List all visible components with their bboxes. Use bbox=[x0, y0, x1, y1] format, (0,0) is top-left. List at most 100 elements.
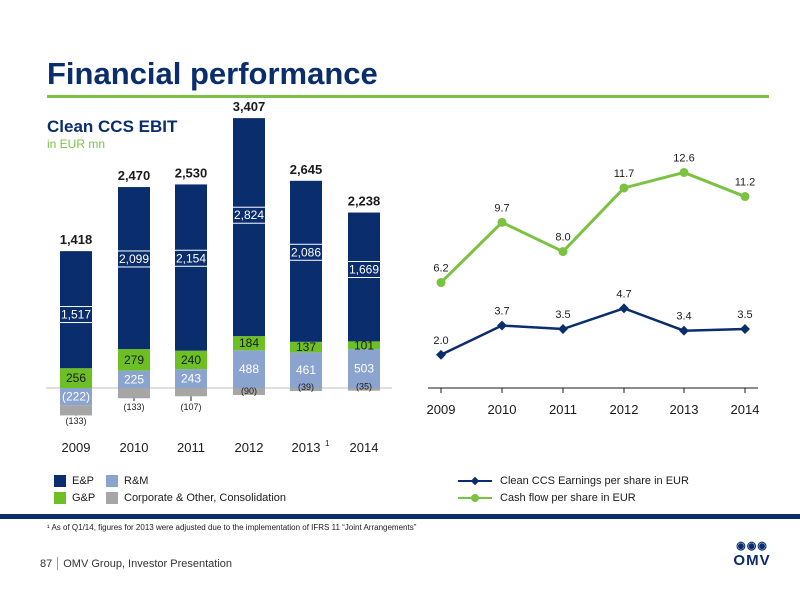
bar-gp-2013 bbox=[290, 341, 322, 353]
bar-x-tick-2009: 2009 bbox=[62, 440, 91, 455]
bar-rm-2009 bbox=[60, 388, 92, 406]
footer-separator bbox=[57, 557, 59, 570]
legend-rm: R&M bbox=[106, 475, 148, 487]
data-label-cf-2010: 9.7 bbox=[494, 202, 509, 214]
data-label-eps-2011: 3.5 bbox=[555, 309, 570, 321]
marker-eps-2014 bbox=[740, 324, 750, 334]
marker-cf-2013 bbox=[679, 167, 689, 177]
footer-rule bbox=[0, 514, 800, 519]
bar-x-tick-2013: 2013 bbox=[292, 440, 321, 455]
total-2012: 3,407 bbox=[233, 99, 266, 114]
label-ep-2009: 1,517 bbox=[61, 308, 91, 322]
label-ep-2012: 2,824 bbox=[234, 208, 264, 222]
line-series-cf bbox=[439, 170, 746, 284]
footnote: ¹ As of Q1/14, figures for 2013 were adj… bbox=[47, 523, 417, 532]
footer-text: OMV Group, Investor Presentation bbox=[63, 557, 232, 570]
bar-x-tick-2010: 2010 bbox=[120, 440, 149, 455]
legend-corp: Corporate & Other, Consolidation bbox=[106, 492, 286, 504]
marker-eps-2009 bbox=[436, 349, 446, 360]
legend-eps-key bbox=[458, 475, 492, 487]
marker-cf-2010 bbox=[497, 217, 507, 227]
label-frame-ep-2014 bbox=[346, 261, 382, 279]
line-x-tick-2012: 2012 bbox=[610, 402, 639, 417]
bar-ep-2011 bbox=[175, 184, 207, 351]
label-rm-2011: 243 bbox=[181, 372, 201, 386]
legend-eps-label: Clean CCS Earnings per share in EUR bbox=[500, 475, 689, 487]
label-rm-2010: 225 bbox=[124, 372, 144, 386]
line-x-tick-2009: 2009 bbox=[427, 402, 456, 417]
legend-ep: E&P bbox=[54, 475, 94, 487]
legend-cf-key bbox=[458, 492, 492, 504]
label-gp-2011: 240 bbox=[181, 353, 201, 367]
data-label-cf-2013: 12.6 bbox=[673, 152, 694, 164]
marker-eps-2011 bbox=[558, 324, 568, 334]
total-2009: 1,418 bbox=[60, 232, 93, 247]
label-corp-2011: (107) bbox=[180, 402, 201, 412]
data-label-eps-2009: 2.0 bbox=[433, 335, 448, 347]
label-gp-2012: 184 bbox=[239, 336, 259, 350]
bar-corp-2012 bbox=[233, 388, 265, 395]
unit-label: in EUR mn bbox=[47, 137, 106, 151]
label-frame-ep-2012 bbox=[231, 206, 267, 224]
data-label-cf-2011: 8.0 bbox=[555, 232, 570, 244]
label-frame-ep-2013 bbox=[288, 243, 324, 261]
logo-wordmark: OMV bbox=[733, 552, 771, 569]
label-corp-2010: (133) bbox=[123, 402, 144, 412]
label-frame-ep-2009 bbox=[58, 306, 94, 324]
legend-gp: G&P bbox=[54, 492, 95, 504]
bar-rm-2013 bbox=[290, 352, 322, 388]
total-2013: 2,645 bbox=[290, 162, 323, 177]
bar-corp-2010 bbox=[118, 388, 150, 399]
label-ep-2014: 1,669 bbox=[349, 263, 379, 277]
legend-eps: Clean CCS Earnings per share in EUR bbox=[458, 475, 689, 487]
label-gp-2010: 279 bbox=[124, 353, 144, 367]
label-rm-2014: 503 bbox=[354, 362, 374, 376]
label-rm-2009: (222) bbox=[62, 390, 90, 404]
label-corp-2009: (133) bbox=[65, 416, 86, 426]
label-rm-2012: 488 bbox=[239, 362, 259, 376]
bar-x-tick-2012: 2012 bbox=[235, 440, 264, 455]
chart-subtitle: Clean CCS EBIT bbox=[47, 117, 178, 136]
bar-gp-2011 bbox=[175, 350, 207, 370]
bar-gp-2009 bbox=[60, 368, 92, 388]
line-x-tick-2014: 2014 bbox=[731, 402, 760, 417]
marker-cf-2014 bbox=[740, 192, 750, 202]
line-x-tick-2011: 2011 bbox=[549, 402, 577, 417]
page-title: Financial performance bbox=[47, 56, 378, 91]
label-gp-2013: 137 bbox=[296, 340, 316, 354]
title-underline bbox=[47, 95, 769, 98]
marker-cf-2011 bbox=[558, 247, 568, 257]
bar-rm-2014 bbox=[348, 349, 380, 388]
legend-corp-label: Corporate & Other, Consolidation bbox=[124, 492, 287, 504]
marker-eps-2013 bbox=[679, 325, 689, 336]
label-ep-2010: 2,099 bbox=[119, 252, 149, 266]
label-frame-ep-2010 bbox=[116, 250, 152, 268]
label-frame-ep-2011 bbox=[173, 249, 209, 267]
legend-ep-swatch bbox=[54, 475, 66, 487]
legend-rm-label: R&M bbox=[124, 475, 149, 487]
bar-x-tick-2014: 2014 bbox=[350, 440, 379, 455]
legend-ep-label: E&P bbox=[72, 475, 95, 487]
data-label-cf-2012: 11.7 bbox=[614, 168, 635, 180]
bar-gp-2014 bbox=[348, 341, 380, 350]
line-x-tick-2013: 2013 bbox=[670, 402, 699, 417]
bar-x-tick-2011: 2011 bbox=[177, 440, 205, 455]
bar-rm-2011 bbox=[175, 369, 207, 388]
page-number: 87 bbox=[40, 557, 53, 570]
label-corp-2013: (39) bbox=[298, 382, 314, 392]
data-label-cf-2014: 11.2 bbox=[735, 177, 756, 189]
bar-x-tick-footnote-2013: 1 bbox=[325, 439, 330, 448]
legend-gp-label: G&P bbox=[72, 492, 96, 504]
bar-corp-2009 bbox=[60, 405, 92, 416]
total-2011: 2,530 bbox=[175, 165, 208, 180]
label-ep-2011: 2,154 bbox=[176, 251, 206, 265]
legend-corp-swatch bbox=[106, 492, 118, 504]
label-ep-2013: 2,086 bbox=[291, 245, 321, 259]
footer: 87 OMV Group, Investor Presentation bbox=[40, 557, 232, 570]
data-label-cf-2009: 6.2 bbox=[433, 263, 448, 275]
data-label-eps-2010: 3.7 bbox=[494, 306, 509, 318]
marker-eps-2010 bbox=[497, 320, 507, 331]
bar-rm-2010 bbox=[118, 370, 150, 388]
legend-gp-swatch bbox=[54, 492, 66, 504]
